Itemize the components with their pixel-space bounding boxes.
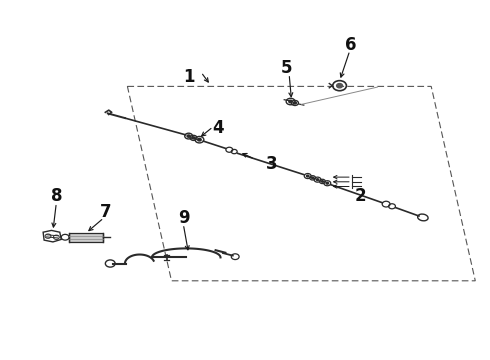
Circle shape: [317, 179, 318, 180]
Text: 6: 6: [344, 36, 356, 54]
Text: 1: 1: [183, 68, 195, 86]
Circle shape: [289, 100, 293, 103]
Text: 9: 9: [178, 209, 190, 227]
Circle shape: [187, 135, 190, 137]
Text: 4: 4: [212, 119, 224, 137]
Circle shape: [337, 84, 343, 88]
Text: 3: 3: [266, 155, 278, 173]
Circle shape: [321, 181, 323, 182]
Circle shape: [192, 137, 195, 139]
Circle shape: [312, 177, 314, 179]
Text: 5: 5: [281, 59, 293, 77]
Bar: [69, 233, 103, 242]
Circle shape: [326, 183, 328, 184]
Text: 2: 2: [354, 187, 366, 205]
Circle shape: [197, 138, 201, 141]
Text: 8: 8: [50, 187, 62, 205]
Circle shape: [307, 175, 309, 177]
Text: 7: 7: [99, 203, 111, 221]
Circle shape: [294, 102, 296, 104]
